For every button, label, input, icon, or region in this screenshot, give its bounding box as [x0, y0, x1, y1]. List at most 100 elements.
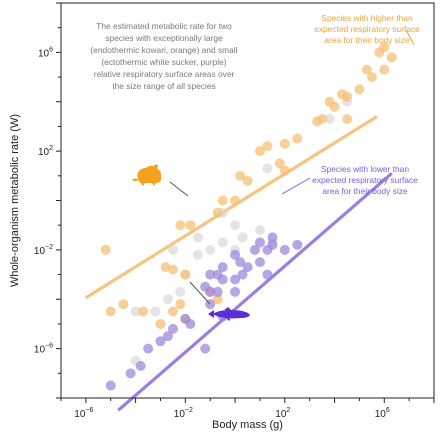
data-point-orange — [274, 158, 285, 169]
data-point-purple — [155, 336, 166, 347]
data-point-orange — [180, 269, 191, 280]
data-point-purple — [212, 269, 223, 280]
data-point-purple — [200, 343, 211, 354]
data-point-purple — [242, 262, 253, 273]
data-point-orange — [292, 133, 303, 144]
data-point-gray — [262, 163, 273, 174]
data-point-orange — [279, 165, 290, 176]
data-point-orange — [279, 138, 290, 149]
data-point-purple — [143, 343, 154, 354]
data-point-orange — [324, 96, 335, 107]
sucker-pointer-line — [189, 281, 211, 305]
y-axis-title: Whole-organism metabolic rate (W) — [9, 114, 21, 287]
data-point-orange — [342, 114, 353, 125]
data-point-orange — [168, 306, 179, 317]
y-tick-label: 106 — [38, 46, 53, 59]
annotation-note-purple: Species with lower than expected respirat… — [312, 164, 418, 196]
data-point-orange — [379, 42, 390, 53]
data-point-gray — [175, 286, 186, 297]
data-point-gray — [150, 306, 161, 317]
data-point-gray — [237, 232, 248, 243]
data-point-purple — [212, 286, 223, 297]
y-tick-label: 10−6 — [34, 343, 53, 356]
kowari-icon — [132, 164, 162, 186]
x-tick-label: 102 — [275, 407, 290, 420]
data-point-orange — [175, 220, 186, 231]
data-point-purple — [205, 269, 216, 280]
data-point-orange — [361, 64, 372, 75]
data-point-orange — [212, 207, 223, 218]
data-point-orange — [379, 64, 390, 75]
data-point-orange — [175, 299, 186, 310]
data-point-gray — [230, 220, 241, 231]
y-tick-label: 10−2 — [34, 244, 53, 257]
data-point-orange — [242, 175, 253, 186]
data-point-orange — [235, 170, 246, 181]
data-point-purple — [267, 232, 278, 243]
data-point-purple — [235, 257, 246, 268]
data-point-purple — [254, 237, 265, 248]
data-point-orange — [155, 318, 166, 329]
data-point-purple — [168, 323, 179, 334]
data-point-orange — [160, 262, 171, 273]
data-point-gray — [192, 232, 203, 243]
data-point-orange — [230, 195, 241, 206]
purple-note-pointer-line — [281, 177, 311, 195]
data-point-orange — [118, 299, 129, 310]
data-point-gray — [162, 294, 173, 305]
x-tick-label: 10−2 — [174, 407, 193, 420]
data-point-orange — [337, 89, 348, 100]
data-point-gray — [324, 114, 335, 125]
data-point-orange — [105, 306, 116, 317]
data-point-orange — [138, 306, 149, 317]
data-point-purple — [230, 249, 241, 260]
data-point-purple — [254, 257, 265, 268]
data-point-orange — [386, 52, 397, 63]
data-point-gray — [168, 244, 179, 255]
annotation-note-top_left: The estimated metabolic rate for two spec… — [90, 21, 237, 91]
data-point-purple — [292, 239, 303, 250]
x-tick-label: 106 — [375, 407, 390, 420]
data-point-orange — [217, 195, 228, 206]
regression-line-orange — [85, 115, 378, 300]
kowari-pointer-line — [169, 181, 189, 197]
data-point-purple — [230, 286, 241, 297]
data-point-purple — [105, 380, 116, 391]
data-point-purple — [249, 244, 260, 255]
data-point-gray — [217, 237, 228, 248]
orange-note-pointer-line — [405, 29, 415, 46]
data-point-purple — [217, 262, 228, 273]
data-point-orange — [312, 116, 323, 127]
plot-area — [85, 29, 415, 412]
white-sucker-fish-icon — [208, 307, 250, 321]
regression-line-purple — [117, 172, 393, 412]
data-point-purple — [135, 360, 146, 371]
x-tick-label: 10−6 — [74, 407, 93, 420]
data-point-orange — [212, 294, 223, 305]
data-point-orange — [185, 220, 196, 231]
y-tick-label: 102 — [38, 145, 53, 158]
annotation-note-orange: Species with higher than expected respira… — [314, 13, 420, 45]
data-point-purple — [162, 331, 173, 342]
data-point-purple — [205, 286, 216, 297]
data-point-purple — [262, 269, 273, 280]
data-point-gray — [192, 249, 203, 260]
data-point-gray — [205, 244, 216, 255]
data-point-purple — [185, 318, 196, 329]
data-point-purple — [237, 269, 248, 280]
data-point-orange — [254, 146, 265, 157]
data-point-orange — [262, 141, 273, 152]
data-point-purple — [125, 368, 136, 379]
data-point-purple — [279, 244, 290, 255]
data-point-purple — [230, 274, 241, 285]
data-point-orange — [366, 72, 377, 83]
data-point-orange — [100, 244, 111, 255]
data-point-orange — [354, 84, 365, 95]
x-axis-title: Body mass (g) — [212, 419, 283, 431]
data-point-gray — [254, 225, 265, 236]
data-point-gray — [130, 306, 141, 317]
axes — [56, 2, 435, 403]
data-point-purple — [262, 244, 273, 255]
labels: 10−6 10−2 102 106 10−6 10−2 102 106 Body mass (g… — [9, 13, 420, 431]
